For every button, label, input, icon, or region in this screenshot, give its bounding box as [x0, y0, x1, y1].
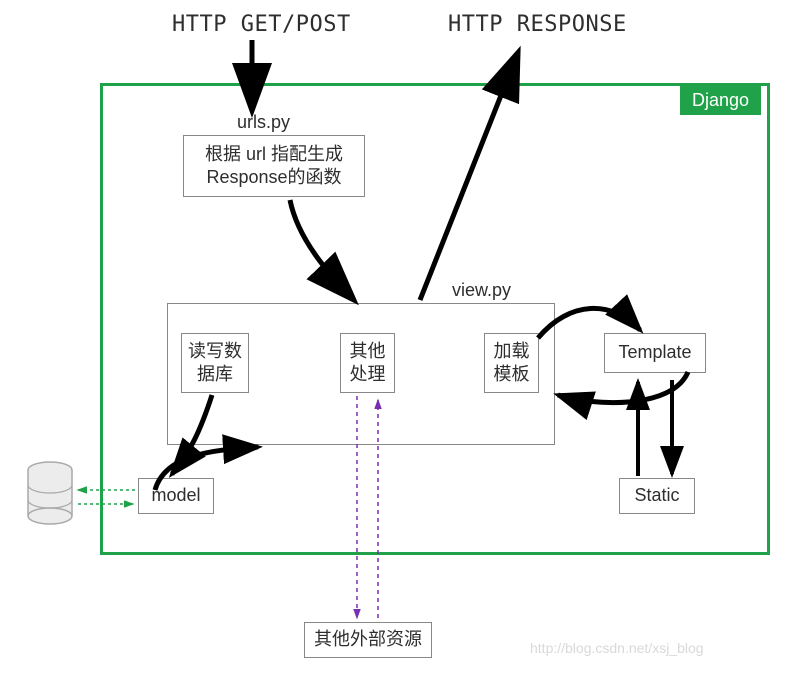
urls-py-label: urls.py: [237, 112, 290, 133]
diagram-canvas: Django HTTP GET/POST HTTP RESPONSE urls.…: [0, 0, 800, 686]
load-tpl-node: 加载 模板: [484, 333, 539, 393]
model-node: model: [138, 478, 214, 514]
other-node: 其他 处理: [340, 333, 395, 393]
db-rw-node: 读写数 据库: [181, 333, 249, 393]
template-node: Template: [604, 333, 706, 373]
urls-desc-node: 根据 url 指配生成 Response的函数: [183, 135, 365, 197]
ext-resource-node: 其他外部资源: [304, 622, 432, 658]
http-get-post-label: HTTP GET/POST: [172, 12, 351, 37]
watermark-text: http://blog.csdn.net/xsj_blog: [530, 640, 704, 656]
django-badge: Django: [680, 86, 761, 115]
http-response-label: HTTP RESPONSE: [448, 12, 627, 37]
database-icon: [28, 462, 72, 524]
view-py-label: view.py: [452, 280, 511, 301]
static-node: Static: [619, 478, 695, 514]
